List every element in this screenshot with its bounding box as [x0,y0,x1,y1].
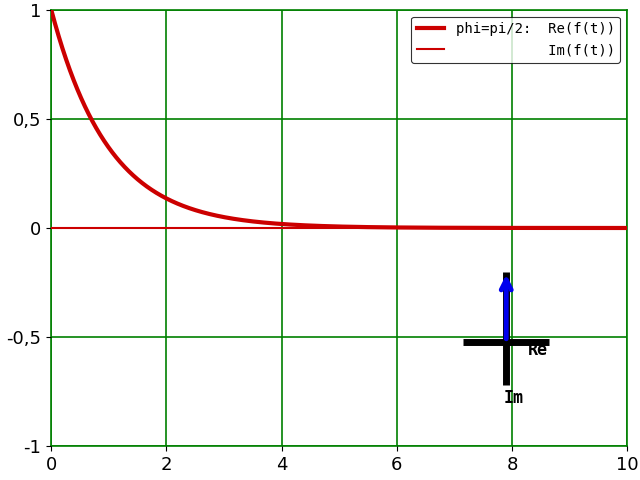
Legend: phi=pi/2:  Re(f(t)),            Im(f(t)): phi=pi/2: Re(f(t)), Im(f(t)) [411,16,620,62]
Text: Re: Re [528,341,548,359]
Text: Im: Im [504,389,524,407]
